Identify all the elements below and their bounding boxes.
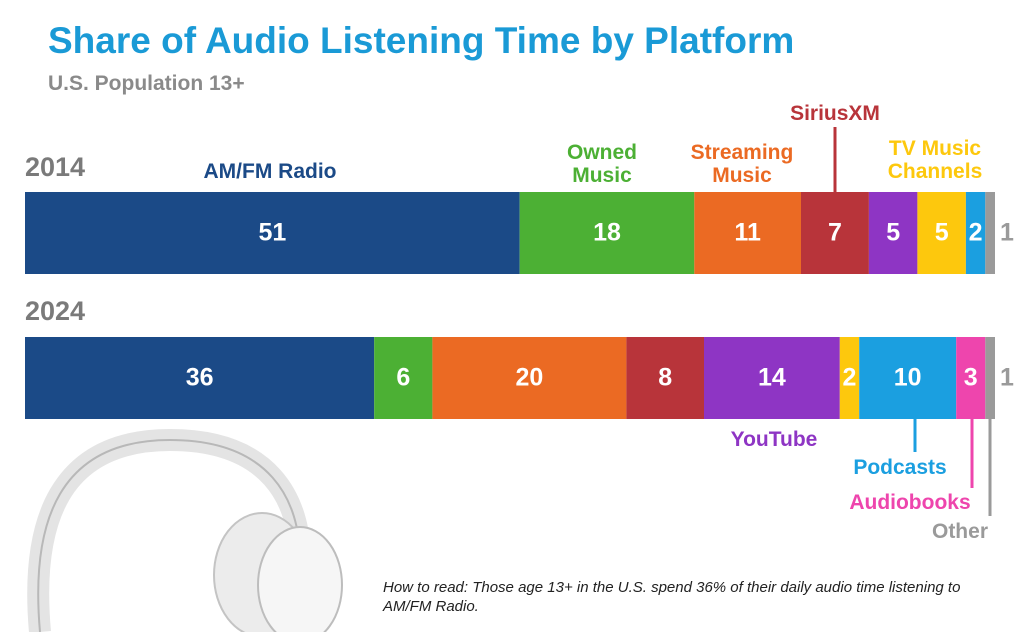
value-label: 7 <box>827 218 842 247</box>
bar-segment <box>626 337 704 419</box>
bar-segment <box>432 337 627 419</box>
bar-segment <box>965 192 986 274</box>
value-label: 1 <box>1000 363 1014 392</box>
series-label: Owned Music <box>566 141 637 187</box>
bar-segment <box>917 192 966 274</box>
series-label: Audiobooks <box>849 491 971 514</box>
bar-segment <box>868 192 918 274</box>
bar-segment <box>801 192 869 274</box>
value-label: 5 <box>934 218 949 247</box>
headphones <box>27 428 343 632</box>
series-label: AM/FM Radio <box>203 160 337 183</box>
series-label: Other <box>931 520 988 543</box>
value-label: 6 <box>396 363 411 392</box>
value-label: 14 <box>757 363 786 392</box>
bar-segment <box>859 337 957 419</box>
value-label: 20 <box>515 363 544 392</box>
value-label: 5 <box>886 218 901 247</box>
category-label: 2024 <box>25 296 86 326</box>
value-label: 18 <box>593 218 621 247</box>
category-label: 2014 <box>25 152 86 182</box>
series-label: YouTube <box>730 428 818 451</box>
value-label: 36 <box>185 363 214 392</box>
value-label: 3 <box>963 363 978 392</box>
value-label: 1 <box>1000 218 1014 247</box>
bar-segment <box>956 337 986 419</box>
series-label: Streaming Music <box>690 141 794 187</box>
bar-segment <box>704 337 840 419</box>
value-label: 2 <box>968 218 983 247</box>
value-label: 10 <box>893 363 922 392</box>
value-label: 8 <box>658 363 673 392</box>
series-label: TV Music Channels <box>887 137 983 183</box>
annotation: How to read: Those age 13+ in the U.S. s… <box>383 579 961 615</box>
bar-segment <box>25 337 375 419</box>
bar-segment <box>519 192 695 274</box>
value-label: 2 <box>842 363 857 392</box>
value-label: 51 <box>258 218 287 247</box>
bar-segment <box>25 192 520 274</box>
chart-title: Share of Audio Listening Time by Platfor… <box>48 20 795 61</box>
value-label: 11 <box>734 218 761 247</box>
bar-segment <box>985 192 995 274</box>
bar-segment <box>839 337 860 419</box>
series-label: SiriusXM <box>790 102 880 125</box>
bar-segment <box>694 192 801 274</box>
bar-segment <box>374 337 433 419</box>
chart-subtitle: U.S. Population 13+ <box>48 72 245 95</box>
bar-segment <box>985 337 995 419</box>
series-label: Podcasts <box>853 456 947 479</box>
